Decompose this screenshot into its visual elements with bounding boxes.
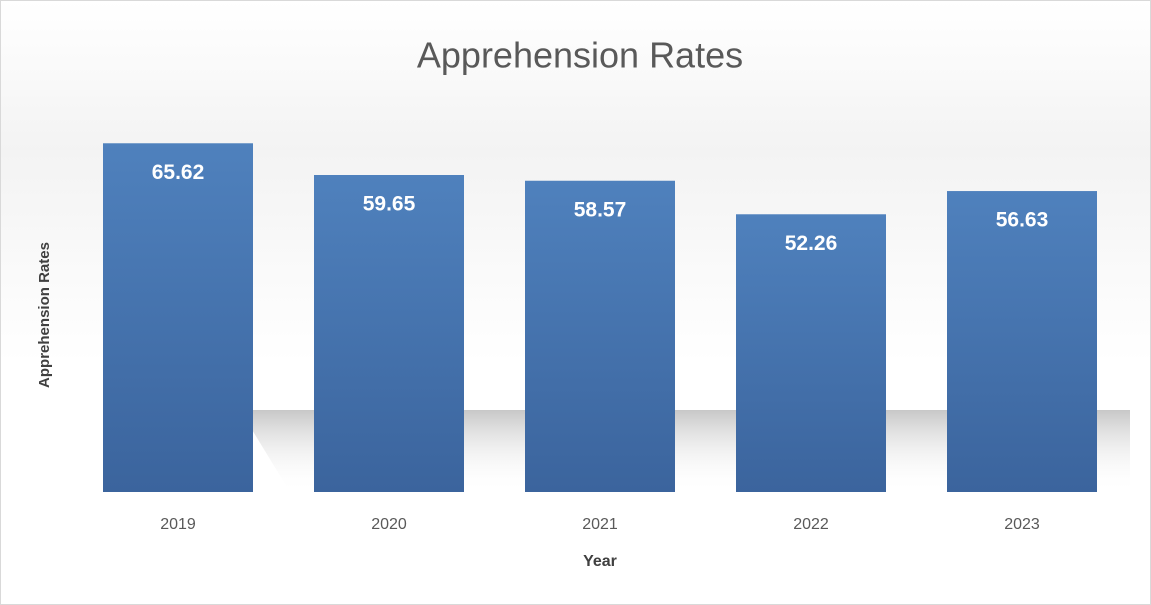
y-axis-label: Apprehension Rates [36, 242, 53, 388]
bar [314, 175, 464, 492]
data-label: 59.65 [363, 193, 416, 216]
data-label: 65.62 [152, 161, 205, 184]
x-tick-label: 2019 [160, 516, 196, 533]
x-tick-label: 2020 [371, 516, 407, 533]
x-axis-label: Year [583, 553, 617, 570]
x-tick-label: 2023 [1004, 516, 1040, 533]
data-label: 58.57 [574, 198, 627, 221]
x-tick-label: 2021 [582, 516, 618, 533]
data-label: 56.63 [996, 209, 1049, 232]
data-label: 52.26 [785, 232, 838, 255]
x-tick-label: 2022 [793, 516, 829, 533]
bar [103, 143, 253, 493]
bar [525, 180, 675, 492]
bar [736, 214, 886, 492]
chart-title: Apprehension Rates [417, 35, 743, 76]
bar [947, 191, 1097, 492]
